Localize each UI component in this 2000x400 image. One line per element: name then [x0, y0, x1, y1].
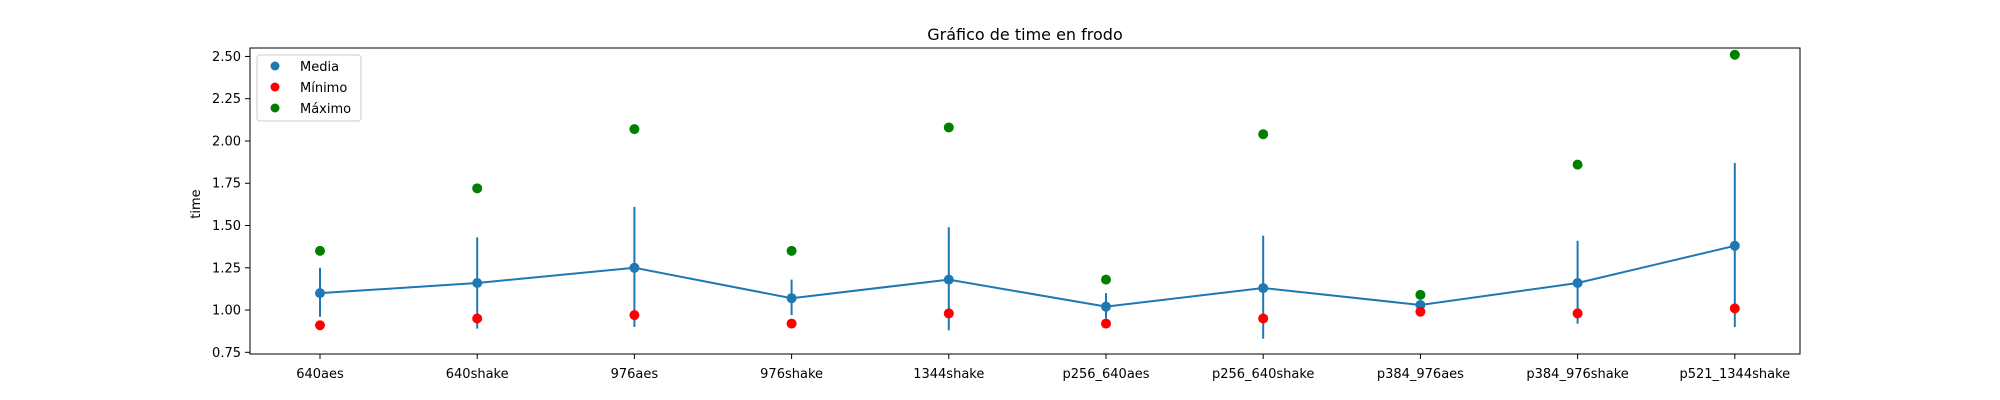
minimo-point — [315, 320, 325, 331]
media-point — [1572, 277, 1583, 288]
x-tick-label: 976shake — [760, 367, 823, 382]
media-point — [786, 293, 797, 304]
legend-label-media: Media — [300, 60, 339, 75]
y-tick-label: 1.75 — [212, 177, 241, 192]
maximo-point — [786, 245, 797, 256]
x-tick-label: p384_976shake — [1526, 367, 1628, 382]
y-tick-label: 2.50 — [212, 50, 241, 65]
y-tick-label: 1.00 — [212, 304, 241, 319]
y-tick-label: 0.75 — [212, 346, 241, 361]
x-tick-label: p521_1344shake — [1679, 367, 1790, 382]
x-axis: 640aes 640shake 976aes 976shake 1344shake p25… — [296, 354, 1790, 382]
media-series — [315, 240, 1740, 312]
y-tick-label: 1.25 — [212, 261, 241, 276]
maximo-point — [315, 245, 325, 256]
maximo-point — [1729, 49, 1740, 60]
maximo-point — [943, 122, 954, 133]
minimo-point — [1258, 313, 1269, 324]
maximo-point — [629, 124, 640, 135]
minimo-point — [472, 313, 483, 324]
media-point — [1258, 283, 1269, 294]
minimo-point — [1101, 318, 1111, 329]
minimo-point — [943, 308, 954, 319]
minimo-point — [1729, 303, 1740, 314]
x-tick-label: 640shake — [446, 367, 509, 382]
plot-frame — [249, 47, 1801, 355]
chart-title: Gráfico de time en frodo — [927, 25, 1123, 44]
x-tick-label: p256_640aes — [1062, 367, 1149, 382]
maximo-point — [1258, 129, 1269, 140]
y-axis-label: time — [189, 189, 204, 218]
x-tick-label: 1344shake — [913, 367, 984, 382]
media-point — [472, 277, 483, 288]
x-tick-label: 640aes — [296, 367, 344, 382]
maximo-point — [472, 183, 483, 194]
legend-label-minimo: Mínimo — [300, 81, 347, 96]
minimo-point — [1415, 306, 1426, 317]
legend-box — [256, 54, 362, 122]
maximo-point — [1572, 159, 1583, 170]
y-tick-label: 2.00 — [212, 134, 241, 149]
x-tick-label: p384_976aes — [1377, 367, 1464, 382]
minimo-point — [786, 318, 797, 329]
media-line — [319, 244, 1736, 308]
y-axis: 0.75 1.00 1.25 1.50 1.75 2.00 2.25 2.50 — [212, 50, 250, 361]
x-tick-label: p256_640shake — [1212, 367, 1314, 382]
media-point — [1101, 301, 1111, 312]
y-tick-label: 1.50 — [212, 219, 241, 234]
maximo-point — [1101, 274, 1111, 285]
media-point — [1729, 240, 1740, 251]
minimo-point — [1572, 308, 1583, 319]
maximo-series — [315, 49, 1740, 300]
media-point — [315, 288, 325, 299]
legend-marker-media — [270, 61, 280, 71]
error-bars — [319, 162, 1736, 339]
legend: Media Mínimo Máximo — [256, 54, 362, 122]
media-point — [629, 262, 640, 273]
y-tick-label: 2.25 — [212, 92, 241, 107]
legend-label-maximo: Máximo — [300, 102, 351, 117]
x-tick-label: 976aes — [611, 367, 659, 382]
media-point — [943, 274, 954, 285]
maximo-point — [1415, 289, 1426, 300]
legend-marker-minimo — [270, 82, 280, 92]
minimo-point — [629, 310, 640, 321]
legend-marker-maximo — [270, 103, 280, 113]
minimo-series — [315, 303, 1740, 331]
